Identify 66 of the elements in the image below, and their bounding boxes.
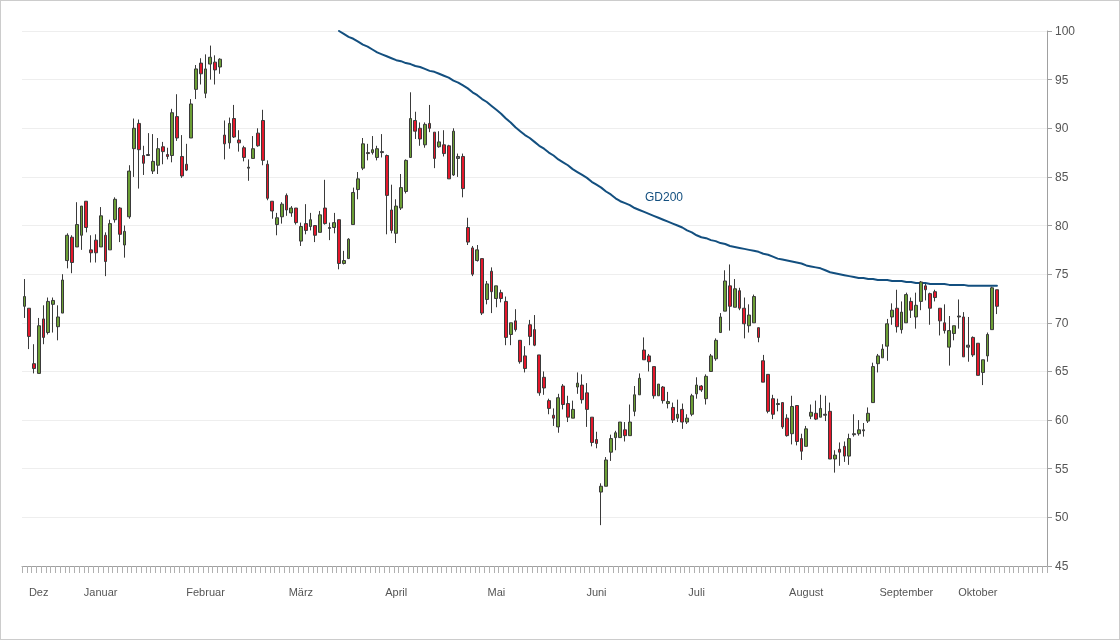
- candlestick: [871, 362, 875, 404]
- candlestick: [671, 402, 675, 424]
- x-tick-label: Juli: [688, 585, 705, 598]
- candlestick: [61, 273, 64, 314]
- y-tick-label: 65: [1055, 364, 1069, 379]
- candlestick: [757, 327, 760, 343]
- y-tick-label: 70: [1055, 315, 1069, 330]
- y-tick-label: 75: [1055, 267, 1069, 282]
- candlestick: [347, 237, 350, 260]
- candlestick: [237, 129, 241, 153]
- x-tick-label: Februar: [186, 585, 226, 598]
- candlestick: [27, 307, 31, 350]
- series-label: GD200: [644, 189, 684, 204]
- candlestick: [242, 145, 246, 162]
- candlestick: [633, 385, 636, 417]
- y-tick-label: 90: [1055, 121, 1069, 136]
- x-tick-label: März: [288, 585, 314, 598]
- candlestick: [56, 304, 60, 341]
- candlestick: [609, 434, 613, 462]
- candlestick: [719, 312, 722, 334]
- candlestick: [127, 164, 131, 220]
- candlestick: [919, 280, 923, 311]
- candlestick: [180, 134, 184, 179]
- candlestick: [847, 433, 851, 466]
- candlestick: [885, 318, 889, 362]
- y-tick-label: 60: [1055, 413, 1069, 428]
- y-tick-label: 55: [1055, 461, 1069, 476]
- candlestick: [356, 171, 360, 200]
- x-tick-label: September: [879, 585, 934, 598]
- candlestick: [666, 391, 670, 409]
- x-tick-label: Mai: [487, 585, 506, 598]
- candlestick: [223, 119, 226, 160]
- x-tick-label: April: [385, 585, 408, 598]
- candlestick: [866, 406, 870, 424]
- line-series: [338, 30, 998, 287]
- candlestick: [275, 212, 279, 236]
- candlestick: [547, 398, 551, 415]
- x-tick-label: Oktober: [958, 585, 998, 598]
- candlestick: [270, 200, 274, 220]
- candlestick: [661, 385, 665, 405]
- x-tick-label: Juni: [586, 585, 607, 598]
- y-tick-label: 100: [1055, 24, 1076, 38]
- x-tick-label: August: [789, 585, 824, 598]
- candlestick: [351, 187, 355, 226]
- candlestick: [590, 416, 594, 447]
- candlestick: [189, 98, 193, 139]
- candlestick: [385, 154, 389, 235]
- y-tick-label: 95: [1055, 72, 1069, 87]
- y-tick-label: 85: [1055, 169, 1069, 184]
- candlestick: [638, 372, 641, 396]
- y-tick-label: 80: [1055, 218, 1069, 233]
- candlestick: [23, 278, 26, 319]
- candlestick: [838, 441, 841, 467]
- y-tick-label: 45: [1055, 559, 1069, 573]
- x-tick-label: Januar: [83, 585, 118, 598]
- candlestick: [266, 159, 269, 201]
- candlestick: [986, 332, 989, 363]
- candlestick: [690, 393, 694, 417]
- x-tick-label: Dez: [28, 585, 49, 598]
- candlestick: [938, 307, 942, 336]
- candlestick: [528, 319, 532, 346]
- candlestick: [466, 217, 470, 246]
- candlestick: [652, 366, 656, 400]
- candlestick: [251, 135, 255, 159]
- y-tick-label: 50: [1055, 510, 1069, 525]
- candlestick: [247, 158, 250, 182]
